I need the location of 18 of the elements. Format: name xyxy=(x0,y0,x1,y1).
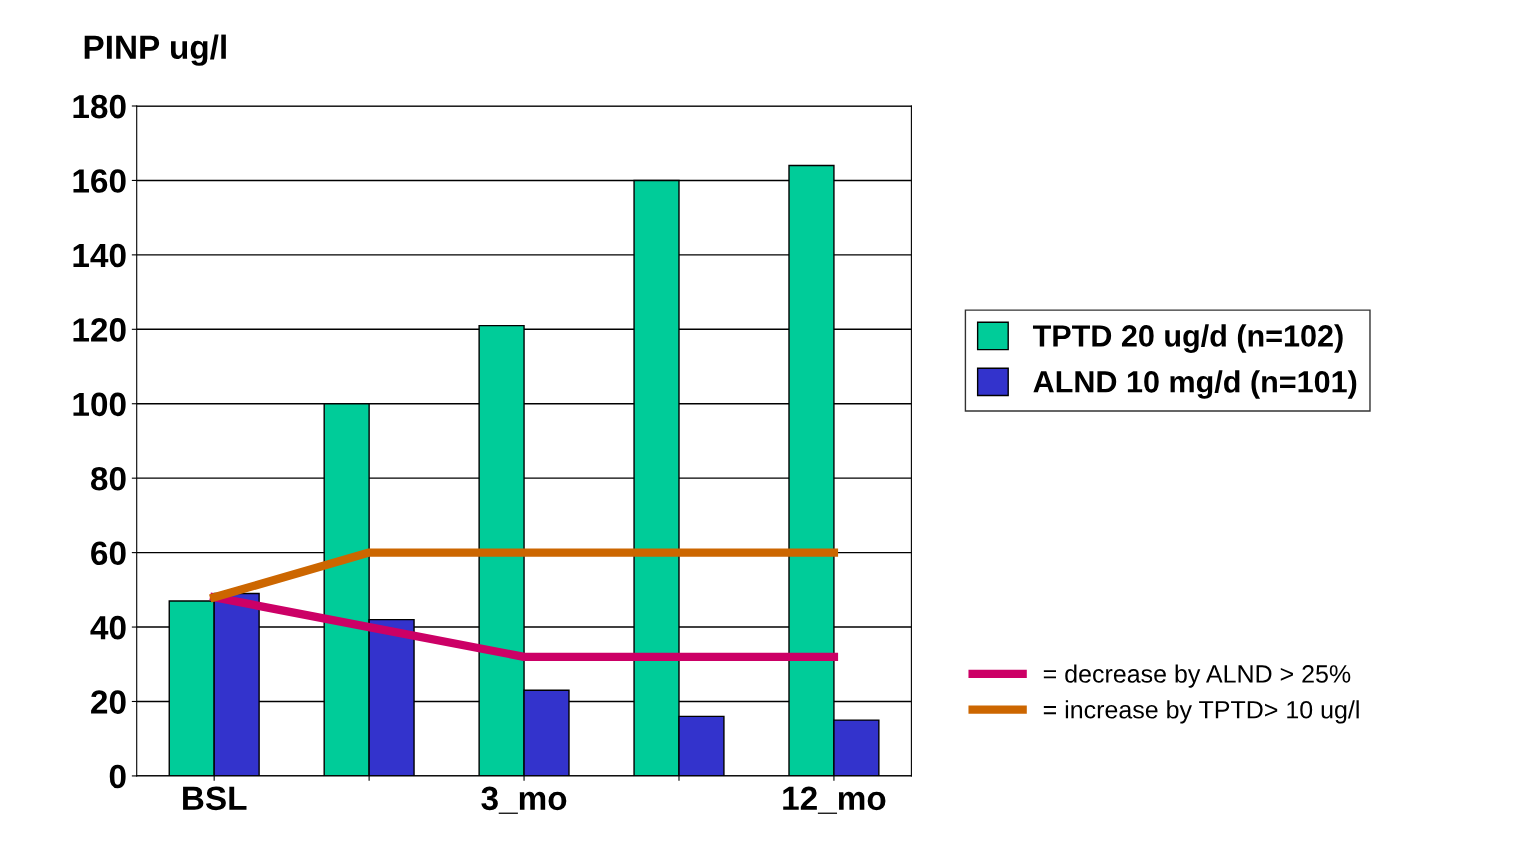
y-tick-label: 140 xyxy=(73,243,126,268)
y-tick-label: 0 xyxy=(109,764,126,789)
y-tick-label: 20 xyxy=(91,690,126,714)
legend-label: = increase by TPTD> 10 ug/l xyxy=(1043,700,1359,724)
y-tick-label: 180 xyxy=(73,94,126,119)
x-tick-label: BSL xyxy=(183,786,247,811)
y-tick-label: 100 xyxy=(73,392,126,417)
legend-label: TPTD 20 ug/d (n=102) xyxy=(1032,324,1343,353)
chart-title: PINP ug/l xyxy=(84,34,226,66)
y-tick-label: 40 xyxy=(90,615,126,640)
y-tick-label: 120 xyxy=(73,318,126,342)
y-tick-label: 160 xyxy=(73,169,126,193)
x-tick-label: 12_mo xyxy=(783,786,886,814)
x-tick-label: 3_mo xyxy=(481,786,567,814)
y-tick-label: 60 xyxy=(91,541,126,566)
legend-label: ALND 10 mg/d (n=101) xyxy=(1033,370,1357,399)
y-tick-label: 80 xyxy=(90,466,126,491)
legend-label: = decrease by ALND > 25% xyxy=(1043,664,1351,688)
